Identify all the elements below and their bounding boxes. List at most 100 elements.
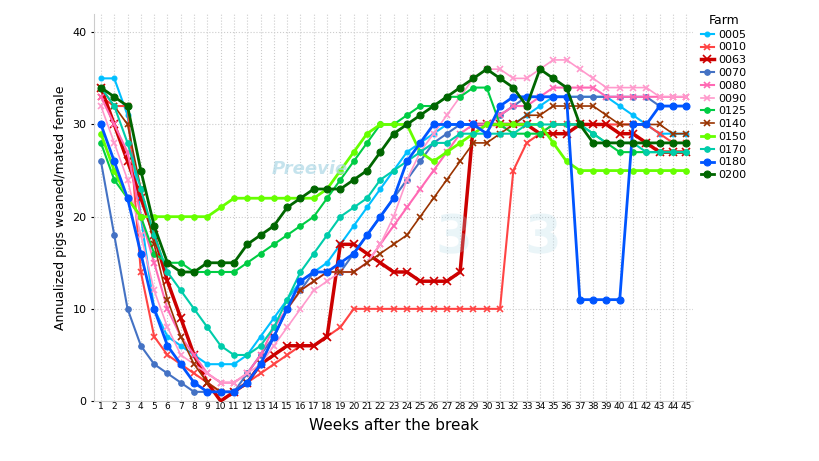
0150 (495, 122, 505, 127)
0090 (242, 371, 252, 376)
0080 (508, 103, 518, 109)
0180 (215, 389, 225, 395)
0010 (468, 306, 477, 312)
Line: 0170: 0170 (98, 85, 688, 358)
0170 (229, 352, 238, 358)
0070 (561, 94, 571, 100)
0125 (322, 195, 332, 201)
0005 (640, 122, 650, 127)
0125 (521, 131, 531, 136)
0070 (548, 94, 558, 100)
0010 (482, 306, 491, 312)
0125 (388, 122, 398, 127)
Line: 0080: 0080 (97, 84, 689, 386)
0005 (428, 131, 438, 136)
0070 (136, 343, 146, 349)
0070 (335, 269, 345, 275)
0140 (269, 334, 278, 339)
0150 (388, 122, 398, 127)
0180 (482, 131, 491, 136)
0200 (574, 122, 584, 127)
0005 (441, 122, 451, 127)
0005 (587, 94, 597, 100)
0063 (309, 343, 319, 349)
0150 (574, 168, 584, 173)
0170 (202, 325, 212, 330)
0200 (229, 260, 238, 266)
0180 (508, 94, 518, 100)
0170 (587, 131, 597, 136)
0180 (189, 380, 199, 385)
0005 (282, 297, 292, 302)
0063 (109, 122, 119, 127)
0080 (534, 94, 544, 100)
0005 (149, 306, 159, 312)
0170 (282, 297, 292, 302)
0150 (375, 122, 385, 127)
0070 (256, 352, 265, 358)
0063 (614, 131, 624, 136)
0080 (96, 94, 106, 100)
0170 (508, 131, 518, 136)
0125 (654, 149, 663, 155)
0200 (309, 186, 319, 192)
0070 (468, 122, 477, 127)
0200 (681, 140, 690, 146)
0200 (256, 232, 265, 238)
0125 (362, 140, 372, 146)
0180 (162, 343, 172, 349)
0090 (640, 85, 650, 90)
0063 (401, 269, 411, 275)
0170 (414, 149, 424, 155)
0140 (295, 288, 305, 293)
0090 (149, 288, 159, 293)
0090 (441, 112, 451, 118)
0140 (534, 112, 544, 118)
0150 (149, 214, 159, 219)
Line: 0150: 0150 (98, 122, 688, 219)
0125 (667, 149, 677, 155)
0005 (96, 76, 106, 81)
0125 (468, 85, 477, 90)
0170 (654, 149, 663, 155)
0063 (335, 242, 345, 247)
0125 (348, 159, 358, 164)
0090 (136, 232, 146, 238)
0090 (455, 94, 464, 100)
0063 (441, 278, 451, 284)
0125 (229, 269, 238, 275)
0010 (508, 168, 518, 173)
0010 (322, 334, 332, 339)
0170 (162, 269, 172, 275)
0200 (521, 103, 531, 109)
0140 (348, 269, 358, 275)
0090 (561, 57, 571, 63)
Line: 0140: 0140 (98, 85, 688, 395)
0080 (229, 380, 238, 385)
0180 (202, 389, 212, 395)
0005 (335, 242, 345, 247)
0063 (242, 380, 252, 385)
0010 (388, 306, 398, 312)
0090 (123, 177, 133, 183)
0080 (667, 94, 677, 100)
0010 (495, 306, 505, 312)
0140 (681, 131, 690, 136)
0180 (348, 251, 358, 256)
0200 (202, 260, 212, 266)
0005 (189, 352, 199, 358)
0070 (601, 94, 611, 100)
0140 (601, 112, 611, 118)
0080 (109, 122, 119, 127)
0080 (362, 260, 372, 266)
0070 (482, 122, 491, 127)
0125 (202, 269, 212, 275)
0090 (681, 94, 690, 100)
0005 (508, 122, 518, 127)
0070 (455, 122, 464, 127)
0063 (482, 122, 491, 127)
0010 (162, 352, 172, 358)
0150 (348, 149, 358, 155)
0200 (175, 269, 185, 275)
0140 (282, 306, 292, 312)
